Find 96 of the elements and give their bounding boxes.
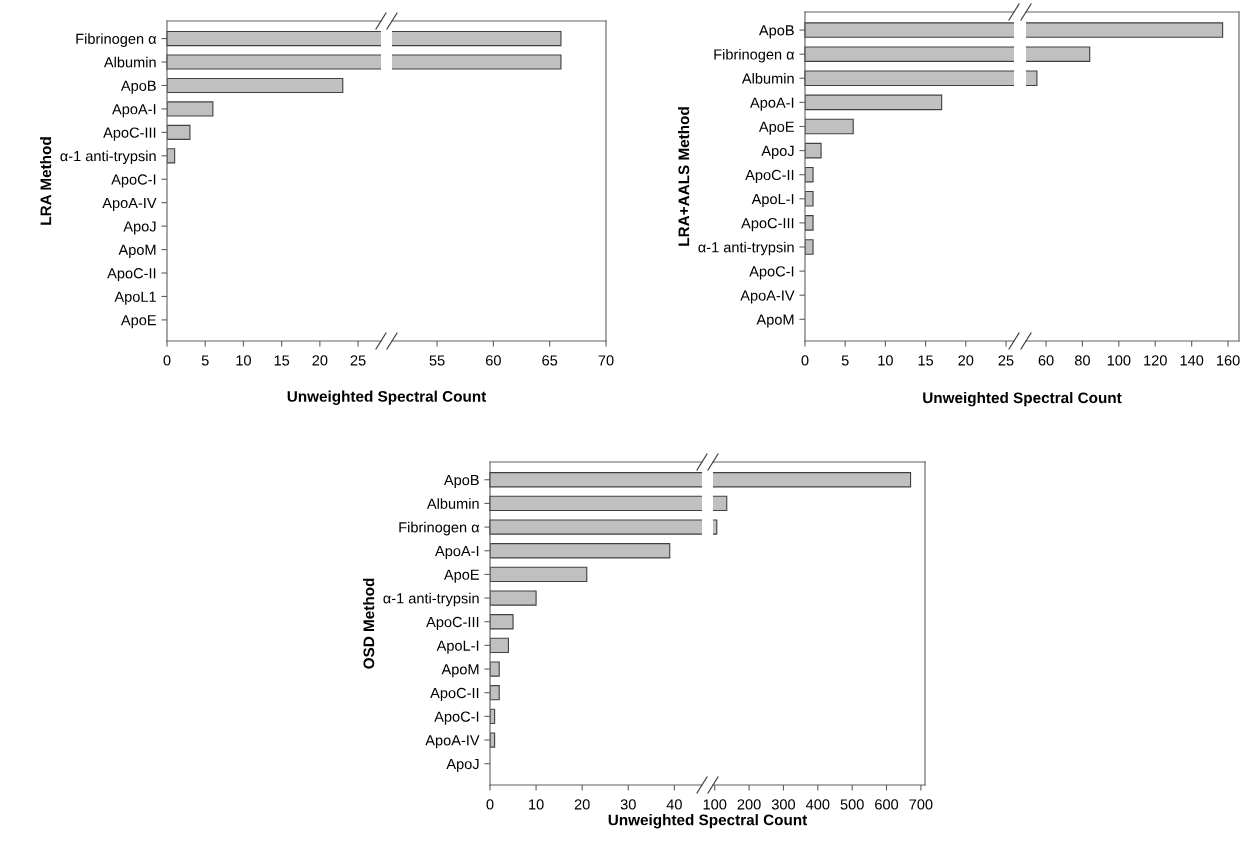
x-tick-label: 100 bbox=[703, 799, 727, 810]
y-tick-label: ApoA-I bbox=[112, 104, 156, 118]
bar bbox=[490, 685, 500, 701]
y-tick-label: Fibrinogen α bbox=[399, 521, 480, 536]
y-tick-label: ApoC-III bbox=[426, 616, 479, 631]
y-tick-label: ApoL-I bbox=[751, 194, 794, 208]
x-tick-label: 140 bbox=[1180, 355, 1204, 366]
x-tick-label: 60 bbox=[486, 355, 501, 366]
x-tick-label: 0 bbox=[163, 355, 171, 366]
x-axis-title: Unweighted Spectral Count bbox=[923, 392, 1122, 407]
y-tick-label: ApoL1 bbox=[114, 291, 156, 305]
y-tick-label: ApoC-III bbox=[741, 218, 794, 232]
y-tick-label: ApoC-I bbox=[111, 174, 156, 188]
x-tick-label: 700 bbox=[909, 799, 933, 810]
x-tick-label: 20 bbox=[958, 355, 974, 366]
y-tick-label: ApoC-I bbox=[434, 711, 479, 725]
y-tick-label: α-1 anti-trypsin bbox=[698, 241, 794, 256]
bar bbox=[490, 661, 500, 677]
y-tick-label: ApoM bbox=[756, 314, 794, 328]
y-tick-label: ApoE bbox=[120, 315, 156, 329]
y-tick-label: ApoM bbox=[441, 664, 479, 678]
x-tick-label: 400 bbox=[805, 799, 830, 810]
y-tick-label: ApoA-IV bbox=[740, 290, 795, 304]
y-tick-label: ApoC-II bbox=[107, 268, 156, 282]
y-tick-label: ApoB bbox=[758, 25, 794, 39]
y-tick-label: α-1 anti-trypsin bbox=[383, 592, 479, 607]
y-axis-title: LRA+AALS Method bbox=[678, 107, 690, 246]
y-tick-label: ApoJ bbox=[123, 221, 156, 235]
y-axis-title: LRA Method bbox=[40, 137, 52, 225]
x-tick-label: 120 bbox=[1144, 355, 1167, 366]
x-tick-label: 15 bbox=[274, 355, 290, 366]
x-tick-label: 10 bbox=[529, 799, 544, 810]
y-tick-label: ApoB bbox=[120, 80, 156, 94]
y-tick-label: ApoC-II bbox=[430, 687, 479, 702]
y-tick-label: Albumin bbox=[426, 498, 479, 509]
x-tick-label: 80 bbox=[1074, 355, 1090, 366]
x-tick-label: 30 bbox=[620, 799, 636, 810]
y-tick-label: Albumin bbox=[103, 56, 156, 68]
x-tick-label: 20 bbox=[312, 355, 328, 366]
x-axis-title: Unweighted Spectral Count bbox=[608, 814, 808, 829]
y-tick-label: ApoJ bbox=[446, 758, 479, 773]
y-tick-label: ApoC-II bbox=[745, 169, 794, 183]
x-tick-label: 5 bbox=[201, 355, 209, 366]
x-axis-title: Unweighted Spectral Count bbox=[287, 390, 487, 405]
y-tick-label: α-1 anti-trypsin bbox=[60, 150, 156, 165]
x-tick-label: 15 bbox=[918, 355, 934, 366]
y-tick-label: ApoA-IV bbox=[102, 197, 157, 211]
y-tick-label: ApoC-III bbox=[103, 127, 156, 141]
bar bbox=[805, 118, 854, 135]
x-tick-label: 600 bbox=[875, 799, 899, 810]
bar bbox=[490, 637, 509, 654]
x-tick-label: 65 bbox=[542, 355, 558, 366]
y-tick-label: ApoE bbox=[758, 121, 794, 135]
y-tick-label: Fibrinogen α bbox=[714, 48, 795, 63]
bar bbox=[490, 543, 671, 559]
y-tick-label: ApoB bbox=[443, 475, 479, 489]
y-axis-title: OSD Method bbox=[363, 578, 375, 669]
x-tick-label: 0 bbox=[801, 355, 809, 366]
bar bbox=[490, 566, 588, 583]
x-tick-label: 300 bbox=[771, 799, 796, 810]
y-tick-label: Fibrinogen α bbox=[76, 33, 157, 47]
y-tick-label: Albumin bbox=[741, 73, 794, 84]
x-tick-label: 25 bbox=[350, 355, 366, 366]
y-tick-label: ApoA-I bbox=[435, 545, 479, 560]
y-tick-label: ApoA-I bbox=[750, 97, 794, 111]
bar bbox=[805, 239, 814, 255]
bar bbox=[805, 166, 814, 183]
x-tick-label: 10 bbox=[878, 355, 893, 366]
bar bbox=[167, 101, 214, 117]
x-tick-label: 5 bbox=[841, 355, 849, 366]
y-tick-label: ApoC-I bbox=[749, 266, 794, 280]
x-tick-label: 160 bbox=[1217, 355, 1240, 366]
y-tick-label: ApoM bbox=[118, 244, 156, 258]
bar bbox=[490, 590, 537, 606]
bar bbox=[490, 614, 514, 630]
bar bbox=[167, 77, 344, 94]
y-tick-label: ApoJ bbox=[761, 145, 794, 159]
x-tick-label: 25 bbox=[998, 355, 1014, 366]
x-tick-label: 20 bbox=[574, 799, 590, 810]
bar bbox=[167, 124, 191, 140]
x-tick-label: 40 bbox=[666, 799, 682, 810]
x-tick-label: 70 bbox=[598, 355, 614, 366]
x-tick-label: 10 bbox=[236, 355, 251, 366]
x-tick-label: 55 bbox=[429, 355, 445, 366]
x-tick-label: 100 bbox=[1107, 355, 1131, 366]
x-tick-label: 200 bbox=[737, 799, 761, 810]
x-tick-label: 60 bbox=[1038, 355, 1054, 366]
bar bbox=[805, 191, 814, 207]
bar bbox=[805, 142, 822, 159]
y-tick-label: ApoE bbox=[443, 569, 479, 583]
bar bbox=[805, 215, 814, 231]
bar bbox=[805, 94, 943, 111]
y-tick-label: ApoA-IV bbox=[425, 735, 480, 749]
x-tick-label: 0 bbox=[486, 799, 494, 810]
y-tick-label: ApoL-I bbox=[436, 640, 479, 654]
x-tick-label: 500 bbox=[840, 799, 864, 810]
